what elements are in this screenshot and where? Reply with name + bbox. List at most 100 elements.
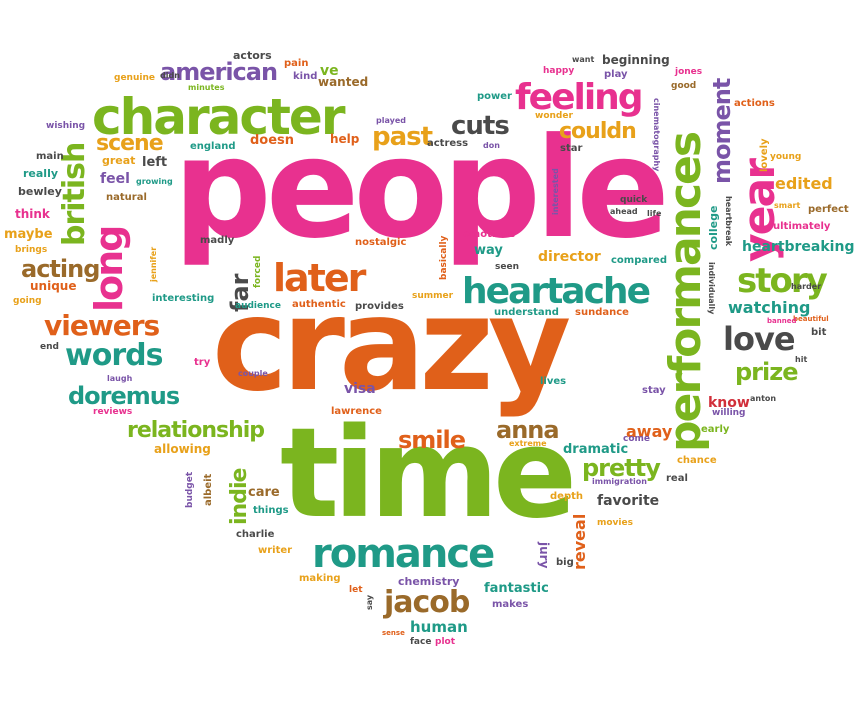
word-movies: movies: [597, 518, 633, 528]
word-want: want: [572, 55, 595, 64]
word-brings: brings: [15, 245, 48, 255]
word-visa: visa: [344, 381, 376, 397]
word-plot: plot: [435, 637, 456, 647]
word-relationship: relationship: [127, 418, 265, 443]
word-quick: quick: [620, 195, 648, 205]
word-life: life: [647, 209, 662, 218]
word-pretty: pretty: [582, 454, 661, 482]
word-didn: didn: [160, 71, 180, 80]
word-provides: provides: [355, 301, 404, 312]
word-actions: actions: [734, 98, 775, 109]
word-heartbreak: heartbreak: [724, 196, 733, 247]
word-young: young: [770, 152, 802, 162]
word-anton: anton: [750, 394, 777, 403]
word-performances: performances: [660, 132, 711, 452]
word-lovely: lovely: [759, 138, 770, 172]
word-think: think: [15, 207, 50, 221]
word-nostalgic: nostalgic: [355, 237, 407, 248]
word-forced: forced: [253, 255, 263, 288]
word-immigration: immigration: [592, 477, 647, 486]
word-feeling: feeling: [515, 77, 644, 118]
word-words: words: [65, 338, 163, 373]
word-scene: scene: [96, 131, 164, 156]
word-actress: actress: [427, 138, 469, 149]
word-played: played: [376, 116, 406, 125]
word-early: early: [701, 424, 730, 435]
word-american: american: [160, 58, 278, 86]
word-face: face: [410, 637, 432, 647]
word-lawrence: lawrence: [331, 406, 382, 417]
word-smile: smile: [398, 426, 466, 454]
word-acting: acting: [21, 255, 100, 283]
word-time: time: [280, 402, 577, 546]
word-maybe: maybe: [4, 227, 53, 242]
word-human: human: [410, 618, 468, 636]
word-growing: growing: [136, 177, 173, 186]
word-summer: summer: [412, 291, 454, 301]
word-happy: happy: [543, 66, 575, 76]
word-interested: interested: [551, 168, 560, 215]
word-england: england: [190, 141, 236, 152]
word-main: main: [36, 151, 64, 162]
word-romance: romance: [312, 531, 495, 577]
word-makes: makes: [492, 599, 529, 610]
word-say: say: [365, 594, 374, 610]
word-great: great: [102, 154, 136, 167]
word-kind: kind: [293, 71, 318, 82]
word-power: power: [477, 91, 512, 102]
word-natural: natural: [106, 192, 147, 203]
word-chance: chance: [677, 455, 717, 466]
word-pain: pain: [284, 58, 309, 69]
word-madly: madly: [200, 235, 235, 246]
word-willing: willing: [712, 408, 746, 418]
word-doesn: doesn: [250, 133, 295, 148]
word-moment: moment: [708, 78, 736, 184]
word-viewers: viewers: [44, 309, 160, 342]
word-later: later: [273, 256, 366, 300]
word-wonder: wonder: [535, 111, 573, 121]
word-crazy: crazy: [212, 271, 571, 420]
word-couldn: couldn: [559, 119, 637, 144]
word-left: left: [142, 155, 168, 170]
word-compared: compared: [611, 255, 667, 266]
word-good: good: [671, 81, 697, 91]
word-perfect: perfect: [808, 204, 849, 215]
word-jury: jury: [537, 542, 551, 569]
word-director: director: [538, 249, 601, 265]
word-couple: couple: [238, 369, 268, 378]
word-albeit: albeit: [203, 473, 214, 506]
word-try: try: [194, 357, 211, 368]
word-basically: basically: [439, 235, 449, 280]
word-real: real: [666, 473, 688, 484]
word-minutes: minutes: [188, 83, 225, 92]
word-cinematography: cinematography: [652, 98, 661, 172]
word-depth: depth: [550, 491, 583, 502]
word-favorite: favorite: [597, 493, 660, 509]
word-past: past: [372, 122, 433, 152]
word-star: star: [560, 143, 583, 154]
word-going: going: [13, 296, 42, 306]
word-seen: seen: [495, 262, 519, 272]
word-sundance: sundance: [575, 307, 629, 318]
word-cuts: cuts: [451, 111, 510, 141]
word-way: way: [474, 243, 503, 258]
word-fantastic: fantastic: [484, 581, 549, 596]
word-bewley: bewley: [18, 185, 62, 198]
word-watching: watching: [728, 298, 811, 317]
word-unique: unique: [30, 279, 77, 293]
word-things: things: [253, 505, 289, 516]
word-love: love: [723, 320, 796, 358]
word-heartbreaking: heartbreaking: [742, 239, 855, 255]
word-reveal: reveal: [570, 513, 589, 570]
word-ahead: ahead: [610, 207, 638, 216]
word-harder: harder: [791, 282, 822, 291]
word-story: story: [737, 261, 828, 301]
word-end: end: [40, 342, 59, 352]
word-genuine: genuine: [114, 73, 155, 83]
word-don: don: [483, 141, 500, 150]
word-character: character: [92, 88, 345, 146]
word-british: british: [57, 142, 92, 246]
word-college: college: [707, 205, 720, 250]
word-wanted: wanted: [318, 75, 369, 89]
